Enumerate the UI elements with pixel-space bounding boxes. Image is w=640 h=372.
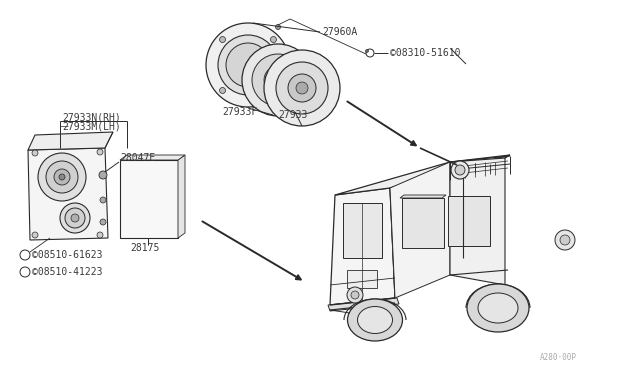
Polygon shape — [120, 155, 185, 160]
Polygon shape — [390, 155, 510, 298]
Circle shape — [276, 62, 328, 114]
Circle shape — [97, 232, 103, 238]
Circle shape — [99, 171, 107, 179]
Bar — [347, 270, 377, 288]
Polygon shape — [330, 188, 395, 305]
Circle shape — [71, 214, 79, 222]
Circle shape — [54, 169, 70, 185]
Circle shape — [46, 161, 78, 193]
Polygon shape — [28, 148, 108, 240]
Circle shape — [218, 35, 278, 95]
Text: ©08310-51610: ©08310-51610 — [390, 48, 461, 58]
Circle shape — [455, 165, 465, 175]
Polygon shape — [450, 158, 505, 285]
Circle shape — [97, 149, 103, 155]
Circle shape — [38, 153, 86, 201]
Circle shape — [275, 25, 280, 29]
Circle shape — [60, 203, 90, 233]
Circle shape — [271, 36, 276, 42]
Bar — [120, 160, 178, 238]
Circle shape — [220, 36, 225, 42]
Circle shape — [365, 49, 369, 52]
Circle shape — [32, 232, 38, 238]
Polygon shape — [390, 162, 450, 298]
Text: ©08510-61623: ©08510-61623 — [32, 250, 102, 260]
Ellipse shape — [358, 307, 392, 334]
Circle shape — [100, 197, 106, 203]
Circle shape — [351, 291, 359, 299]
Text: 27933M(LH): 27933M(LH) — [62, 121, 121, 131]
Polygon shape — [28, 132, 113, 150]
Circle shape — [296, 82, 308, 94]
Text: 28047E: 28047E — [120, 153, 156, 163]
Circle shape — [271, 87, 276, 93]
Bar — [448, 196, 490, 246]
Circle shape — [555, 230, 575, 250]
Polygon shape — [178, 155, 185, 238]
Circle shape — [220, 87, 225, 93]
Circle shape — [206, 23, 290, 107]
Polygon shape — [335, 155, 510, 195]
Ellipse shape — [478, 293, 518, 323]
Text: 27933N(RH): 27933N(RH) — [62, 112, 121, 122]
Bar — [343, 203, 382, 258]
Circle shape — [288, 74, 316, 102]
Polygon shape — [328, 298, 399, 311]
Text: 27960A: 27960A — [322, 27, 357, 37]
Circle shape — [347, 287, 363, 303]
Circle shape — [226, 43, 270, 87]
Polygon shape — [400, 195, 446, 198]
Text: ©08510-41223: ©08510-41223 — [32, 267, 102, 277]
Text: 27933F: 27933F — [222, 107, 257, 117]
Circle shape — [264, 50, 340, 126]
Circle shape — [451, 161, 469, 179]
Text: 27933: 27933 — [278, 110, 307, 120]
Circle shape — [100, 219, 106, 225]
Text: 28175: 28175 — [130, 243, 159, 253]
Circle shape — [252, 54, 304, 106]
Circle shape — [560, 235, 570, 245]
Ellipse shape — [348, 299, 403, 341]
Circle shape — [272, 74, 284, 86]
Circle shape — [65, 208, 85, 228]
Polygon shape — [105, 132, 113, 148]
Circle shape — [59, 174, 65, 180]
Bar — [402, 198, 444, 248]
Circle shape — [264, 66, 292, 94]
Circle shape — [242, 44, 314, 116]
Ellipse shape — [467, 284, 529, 332]
Text: A280·00P: A280·00P — [540, 353, 577, 362]
Circle shape — [32, 150, 38, 156]
